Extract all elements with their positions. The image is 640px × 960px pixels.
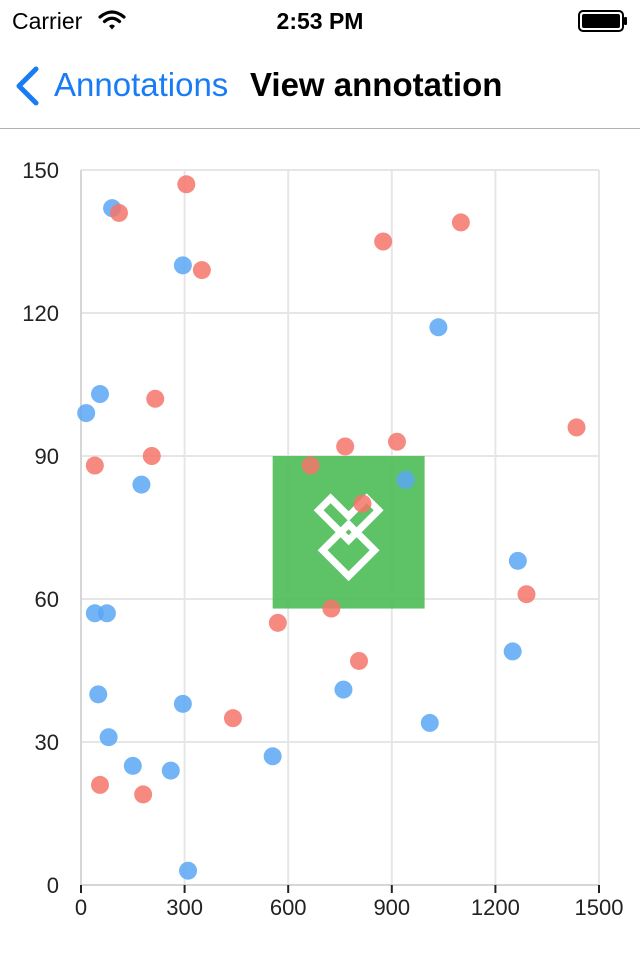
page-title: View annotation	[250, 66, 503, 103]
data-point	[179, 861, 198, 880]
y-tick-label: 90	[35, 444, 59, 469]
data-point	[451, 213, 470, 232]
data-point	[223, 709, 242, 728]
data-point	[508, 551, 527, 570]
data-point	[268, 613, 287, 632]
data-point	[334, 680, 353, 699]
logo-icon-bottom	[317, 519, 380, 582]
data-point	[353, 494, 372, 513]
data-point	[173, 256, 192, 275]
wifi-icon	[98, 10, 126, 30]
axes	[80, 170, 600, 893]
data-point	[134, 785, 153, 804]
data-points	[77, 175, 586, 880]
data-point	[173, 694, 192, 713]
data-point	[132, 475, 151, 494]
status-time: 2:53 PM	[276, 8, 364, 34]
chevron-left-icon[interactable]	[14, 66, 42, 106]
data-point	[567, 418, 586, 437]
x-tick-label: 900	[373, 895, 410, 920]
data-point	[349, 651, 368, 670]
data-point	[263, 747, 282, 766]
data-point	[503, 642, 522, 661]
x-tick-label: 0	[75, 895, 87, 920]
x-tick-label: 1500	[575, 895, 624, 920]
data-point	[301, 456, 320, 475]
data-point	[396, 470, 415, 489]
y-tick-label: 60	[35, 587, 59, 612]
data-point	[336, 437, 355, 456]
x-tick-label: 1200	[471, 895, 520, 920]
back-button[interactable]: Annotations	[54, 66, 229, 103]
data-point	[89, 685, 108, 704]
data-point	[146, 389, 165, 408]
scatter-chart: 0 300 600 900 1200 1500 0 30 60 90 120 150	[22, 158, 624, 920]
data-point	[177, 175, 196, 194]
y-axis-ticks: 0 30 60 90 120 150	[22, 158, 59, 898]
x-tick-label: 600	[270, 895, 307, 920]
data-point	[85, 456, 104, 475]
y-tick-label: 120	[22, 301, 59, 326]
data-point	[97, 604, 116, 623]
x-axis-ticks: 0 300 600 900 1200 1500	[75, 895, 624, 920]
data-point	[109, 203, 128, 222]
y-tick-label: 0	[47, 873, 59, 898]
data-point	[77, 404, 96, 423]
data-point	[90, 775, 109, 794]
carrier-label: Carrier	[12, 8, 83, 34]
navigation-bar: Annotations View annotation	[0, 40, 640, 129]
y-tick-label: 30	[35, 730, 59, 755]
battery-icon	[578, 10, 627, 32]
y-tick-label: 150	[22, 158, 59, 183]
data-point	[192, 261, 211, 280]
data-point	[90, 385, 109, 404]
data-point	[517, 585, 536, 604]
data-point	[322, 599, 341, 618]
data-point	[429, 318, 448, 337]
data-point	[374, 232, 393, 251]
data-point	[123, 756, 142, 775]
x-tick-label: 300	[166, 895, 203, 920]
data-point	[99, 728, 118, 747]
status-bar: Carrier 2:53 PM	[0, 0, 640, 40]
data-point	[420, 713, 439, 732]
data-point	[142, 447, 161, 465]
data-point	[387, 432, 406, 451]
data-point	[161, 761, 180, 780]
